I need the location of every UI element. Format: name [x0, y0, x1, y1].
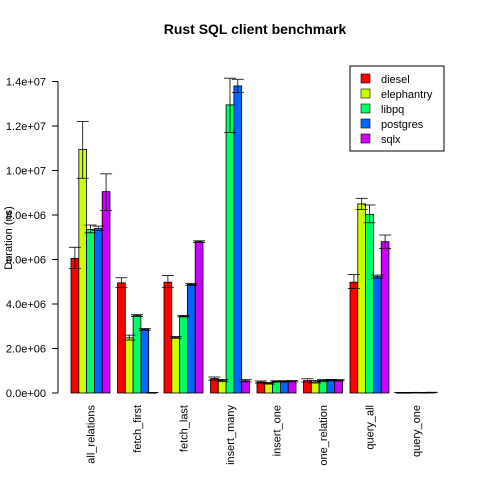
- bar-elephantry-insert_many: [217, 380, 227, 394]
- legend-swatch-elephantry: [360, 88, 371, 99]
- bars-layer: [70, 85, 436, 394]
- x-category-label: one_relation: [318, 405, 330, 466]
- bar-sqlx-insert_one: [287, 380, 297, 394]
- bar-postgres-all_relations: [94, 227, 103, 394]
- bar-libpq-insert_many: [225, 104, 235, 394]
- chart-title: Rust SQL client benchmark: [164, 21, 347, 37]
- legend: diesel elephantry libpq postgres sqlx: [349, 65, 445, 152]
- legend-swatch-sqlx: [360, 133, 371, 144]
- x-category-label: insert_many: [225, 405, 237, 465]
- y-tick-label: 1.4e+07: [6, 77, 46, 89]
- bar-elephantry-query_all: [357, 203, 366, 394]
- x-category-label: query_one: [411, 405, 423, 457]
- bar-postgres-query_all: [372, 276, 382, 394]
- legend-label-diesel: diesel: [381, 74, 410, 86]
- y-tick-label: 8.0e+06: [6, 210, 46, 222]
- legend-label-libpq: libpq: [381, 104, 404, 116]
- x-category-label: insert_one: [272, 405, 284, 456]
- legend-label-postgres: postgres: [381, 119, 424, 131]
- bar-diesel-query_all: [349, 281, 359, 394]
- legend-swatch-libpq: [360, 103, 371, 114]
- legend-swatch-diesel: [360, 73, 371, 84]
- y-tick-label: 1.0e+07: [6, 166, 46, 178]
- bar-diesel-fetch_first: [117, 282, 126, 394]
- bar-postgres-insert_one: [279, 381, 289, 394]
- x-axis-labels: all_relations fetch_first fetch_last insert…: [86, 405, 424, 466]
- y-tick-label: 2.0e+06: [6, 344, 46, 356]
- y-tick-label: 0.0e+00: [6, 388, 46, 400]
- bar-libpq-fetch_last: [179, 315, 188, 394]
- x-category-label: all_relations: [86, 405, 98, 464]
- bar-elephantry-one_relation: [310, 381, 320, 394]
- y-axis: 0.0e+00 2.0e+06 4.0e+06 6.0e+06 8.0e+06 1.0e+…: [6, 77, 59, 400]
- legend-label-elephantry: elephantry: [381, 89, 433, 101]
- bar-postgres-one_relation: [326, 379, 336, 394]
- bar-libpq-query_all: [365, 213, 374, 394]
- y-tick-label: 4.0e+06: [6, 299, 46, 311]
- bar-diesel-all_relations: [70, 257, 80, 394]
- bar-sqlx-one_relation: [334, 379, 343, 394]
- y-tick-label: 6.0e+06: [6, 255, 46, 267]
- bar-sqlx-query_all: [380, 241, 390, 394]
- bar-sqlx-all_relations: [101, 191, 111, 394]
- bar-elephantry-all_relations: [78, 148, 88, 394]
- y-axis-label: Duration (ns): [3, 206, 15, 270]
- bar-diesel-insert_many: [210, 378, 219, 394]
- bar-sqlx-insert_many: [241, 380, 250, 394]
- bar-elephantry-fetch_last: [171, 336, 181, 394]
- legend-label-sqlx: sqlx: [381, 134, 401, 146]
- bar-libpq-all_relations: [86, 229, 95, 394]
- legend-swatch-postgres: [360, 118, 371, 129]
- bar-postgres-fetch_last: [186, 284, 196, 394]
- error-bars-layer: [68, 77, 438, 394]
- y-tick-label: 1.2e+07: [6, 121, 46, 133]
- x-category-label: fetch_last: [179, 405, 191, 452]
- bar-postgres-insert_many: [233, 85, 243, 394]
- bar-libpq-fetch_first: [132, 315, 142, 394]
- bar-diesel-fetch_last: [163, 281, 173, 394]
- bar-elephantry-insert_one: [264, 383, 273, 394]
- bar-libpq-one_relation: [318, 380, 328, 394]
- x-category-label: query_all: [365, 405, 377, 450]
- bar-sqlx-fetch_last: [194, 241, 204, 394]
- bar-postgres-fetch_first: [140, 328, 150, 394]
- bar-libpq-insert_one: [272, 381, 281, 394]
- bar-elephantry-fetch_first: [124, 337, 134, 394]
- x-category-label: fetch_first: [132, 405, 144, 453]
